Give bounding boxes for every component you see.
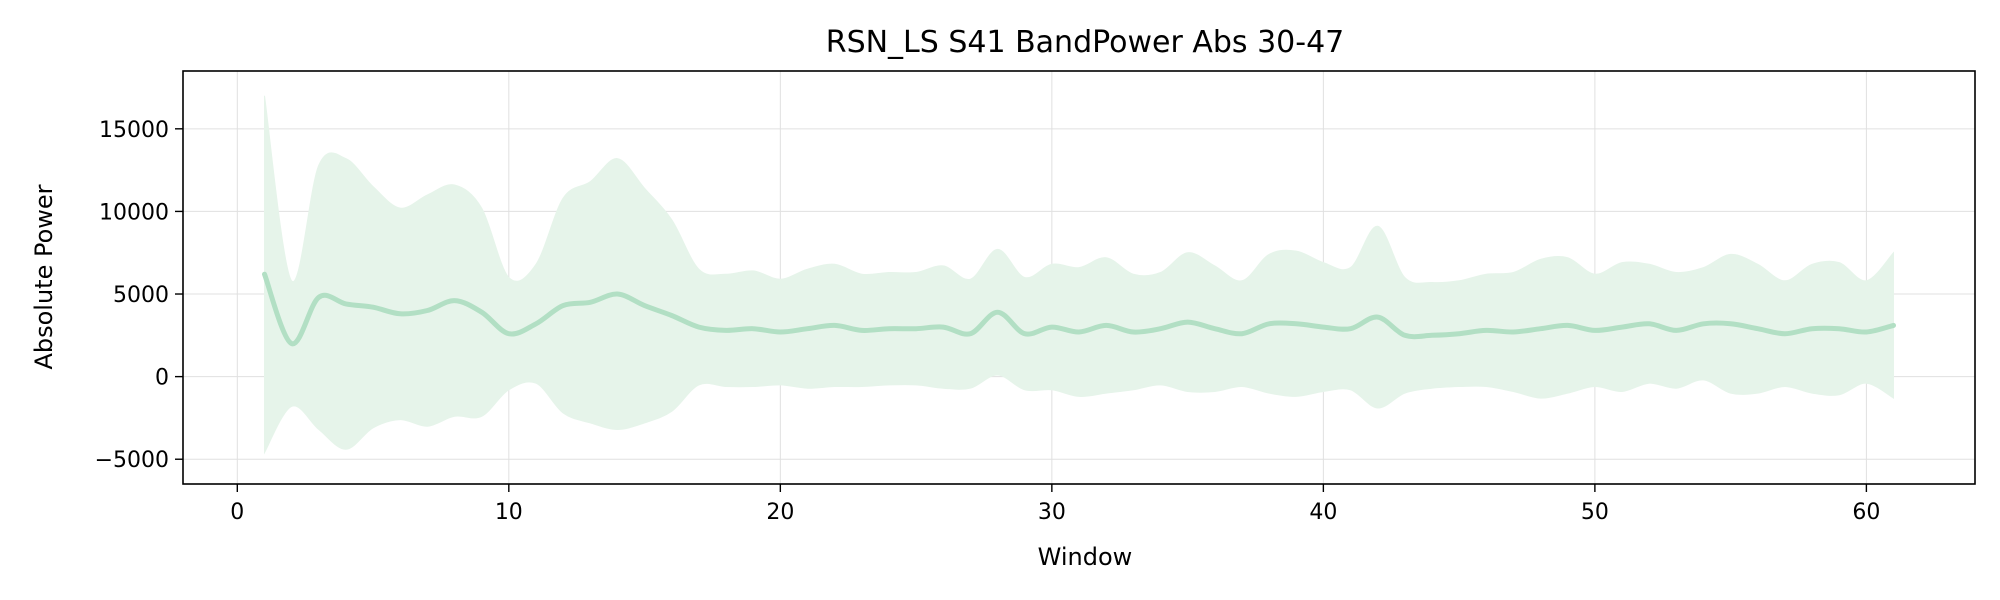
x-tick-label: 50 (1581, 500, 1609, 525)
x-tick-label: 40 (1309, 500, 1337, 525)
plot-frame (182, 70, 1976, 485)
y-tick-label: −5000 (95, 448, 169, 473)
y-tick-label: 10000 (99, 200, 169, 225)
y-tick-label: 0 (155, 366, 169, 391)
x-axis-label: Window (1038, 543, 1133, 571)
confidence-band (264, 95, 1894, 455)
x-tick-label: 60 (1852, 500, 1880, 525)
x-tick-label: 0 (230, 500, 244, 525)
y-axis-ticks: −5000 0 5000 10000 15000 (95, 118, 183, 473)
x-tick-label: 20 (766, 500, 794, 525)
y-tick-label: 15000 (99, 118, 169, 143)
y-tick-label: 5000 (113, 283, 169, 308)
y-axis-label: Absolute Power (30, 184, 58, 369)
x-tick-label: 10 (495, 500, 523, 525)
chart-title: RSN_LS S41 BandPower Abs 30-47 (826, 25, 1345, 60)
x-tick-label: 30 (1038, 500, 1066, 525)
x-axis-ticks: 0 10 20 30 40 50 60 (230, 484, 1880, 525)
mean-line (262, 271, 1896, 347)
